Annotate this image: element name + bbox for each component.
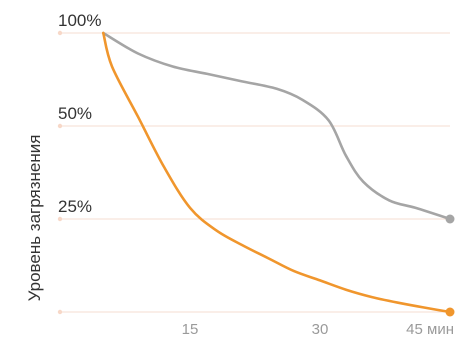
- y-gridline-marker: [57, 309, 63, 315]
- series-endpoint-1: [445, 307, 455, 317]
- y-gridline-marker: [57, 30, 63, 36]
- y-tick-label: 50%: [58, 104, 92, 123]
- x-tick-label: 15: [182, 321, 199, 338]
- y-gridline-marker: [57, 216, 63, 222]
- grid-layer: [57, 30, 450, 315]
- series-layer: [102, 31, 455, 317]
- y-axis-label: Уровень загрязнения: [25, 135, 44, 302]
- series-line-0: [102, 31, 452, 221]
- series-endpoint-0: [445, 214, 455, 224]
- tick-layer: 100% 50% 25% 15 30 45 мин: [58, 11, 454, 338]
- y-tick-label: 25%: [58, 197, 92, 216]
- y-gridline-marker: [57, 123, 63, 129]
- x-tick-label: 45 мин: [406, 321, 454, 338]
- series-line-1: [102, 31, 452, 314]
- x-tick-label: 30: [312, 321, 329, 338]
- y-tick-label: 100%: [58, 11, 101, 30]
